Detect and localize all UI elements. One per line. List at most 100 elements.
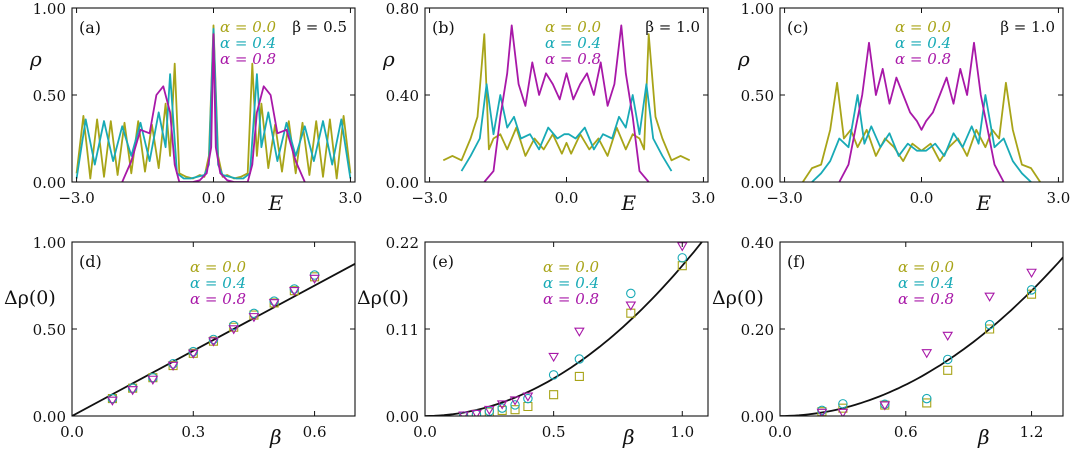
data-point-f-2-1 — [837, 408, 849, 416]
x-axis-label-a: E — [267, 191, 283, 215]
data-point-e-2-6 — [548, 352, 559, 363]
legend-a: α = 0.0α = 0.4α = 0.8 — [220, 18, 277, 68]
data-point-d-2-1 — [127, 386, 138, 396]
data-point-d-2-8 — [268, 299, 280, 309]
data-point-f-1-5 — [984, 319, 995, 330]
data-point-d-2-6 — [228, 325, 240, 335]
data-point-f-0-5 — [985, 324, 995, 334]
legend-entry-f-0: α = 0.0 — [898, 258, 955, 276]
series-line-b-1 — [460, 83, 673, 172]
data-point-e-2-3 — [496, 400, 508, 410]
data-point-f-2-0 — [816, 408, 828, 416]
y-axis-label-e: Δρ(0) — [357, 287, 409, 309]
data-point-e-0-4 — [510, 405, 520, 415]
data-point-e-1-4 — [510, 400, 520, 410]
data-point-d-0-7 — [249, 310, 259, 320]
x-tick-label-a-0: −3.0 — [58, 189, 94, 207]
data-point-e-1-8 — [626, 288, 636, 299]
data-point-f-1-4 — [942, 354, 953, 365]
series-line-b-2 — [483, 24, 650, 182]
y-tick-label-a-0: 0.00 — [33, 174, 66, 192]
data-point-e-0-8 — [626, 308, 636, 318]
x-tick-label-e-2: 1.0 — [670, 423, 694, 441]
data-point-d-2-0 — [107, 396, 118, 406]
x-tick-label-f-2: 1.2 — [1020, 423, 1044, 441]
y-tick-label-b-2: 0.80 — [386, 0, 419, 18]
legend-f: α = 0.0α = 0.4α = 0.8 — [898, 258, 955, 308]
data-point-e-2-4 — [509, 396, 521, 406]
y-tick-label-b-0: 0.00 — [386, 174, 419, 192]
panel-tag-b: (b) — [432, 18, 455, 37]
data-point-f-0-6 — [1027, 289, 1037, 299]
legend-entry-f-1: α = 0.4 — [898, 274, 954, 292]
data-point-d-1-5 — [208, 334, 219, 345]
param-label-c: β = 1.0 — [1000, 18, 1055, 36]
panel-b: −3.0 0.0 3.0 0.00 0.40 0.80 Eρ (b) β = 1.0 α = 0.… — [382, 0, 715, 215]
panel-tag-e: (e) — [432, 252, 454, 271]
data-point-f-2-6 — [1026, 268, 1037, 278]
legend-entry-f-2: α = 0.8 — [898, 290, 954, 308]
y-axis-label-b: ρ — [382, 47, 395, 71]
data-point-d-2-5 — [208, 337, 219, 347]
plot-area-f — [780, 256, 1063, 416]
y-tick-label-e-2: 0.22 — [386, 234, 419, 252]
y-tick-label-b-1: 0.40 — [386, 87, 419, 105]
legend-entry-e-1: α = 0.4 — [543, 274, 599, 292]
x-tick-label-e-1: 0.5 — [542, 423, 566, 441]
panel-tag-f: (f) — [787, 252, 805, 271]
legend-entry-d-0: α = 0.0 — [190, 258, 247, 276]
plot-area-e — [425, 242, 704, 416]
series-line-c-2 — [838, 41, 1005, 182]
legend-e: α = 0.0α = 0.4α = 0.8 — [543, 258, 600, 308]
data-point-f-0-3 — [922, 398, 932, 408]
x-tick-label-d-0: 0.0 — [60, 423, 84, 441]
data-point-e-1-7 — [574, 354, 585, 364]
data-point-e-2-1 — [471, 409, 482, 416]
legend-entry-b-0: α = 0.0 — [545, 18, 602, 36]
y-tick-label-d-0: 0.00 — [33, 408, 66, 426]
data-point-e-1-9 — [677, 253, 688, 263]
x-tick-label-f-0: 0.0 — [768, 423, 792, 441]
data-point-f-2-2 — [879, 401, 891, 411]
data-point-d-2-10 — [309, 274, 320, 285]
legend-entry-e-2: α = 0.8 — [543, 290, 599, 308]
y-tick-label-f-0: 0.00 — [741, 408, 774, 426]
legend-entry-c-0: α = 0.0 — [895, 18, 952, 36]
y-axis-label-f: Δρ(0) — [712, 287, 764, 309]
x-tick-label-d-1: 0.3 — [181, 423, 205, 441]
data-point-e-2-5 — [522, 392, 534, 402]
y-tick-label-a-2: 1.00 — [33, 0, 66, 18]
legend-entry-c-1: α = 0.4 — [895, 34, 951, 52]
x-axis-label-d: β — [269, 425, 282, 449]
x-tick-label-d-2: 0.6 — [303, 423, 327, 441]
data-point-f-2-3 — [921, 349, 933, 359]
data-point-d-1-1 — [127, 383, 138, 393]
data-point-d-2-3 — [167, 361, 179, 372]
x-tick-label-c-1: 0.0 — [910, 189, 934, 207]
y-axis-label-c: ρ — [737, 47, 750, 71]
x-tick-label-a-1: 0.0 — [202, 189, 226, 207]
data-point-f-1-6 — [1026, 285, 1037, 295]
x-tick-label-b-2: 3.0 — [692, 189, 716, 207]
y-axis-label-a: ρ — [29, 47, 42, 71]
y-tick-label-c-0: 0.00 — [741, 174, 774, 192]
data-point-d-0-8 — [269, 298, 279, 308]
series-line-c-0 — [802, 81, 1041, 182]
data-point-d-0-9 — [289, 286, 299, 296]
legend-entry-e-0: α = 0.0 — [543, 258, 600, 276]
y-axis-label-d: Δρ(0) — [4, 287, 56, 309]
series-line-b-0 — [442, 33, 691, 162]
legend-entry-a-0: α = 0.0 — [220, 18, 277, 36]
data-point-f-0-4 — [943, 365, 953, 375]
x-tick-label-c-0: −3.0 — [766, 189, 802, 207]
plot-area-b — [442, 24, 691, 182]
data-point-d-2-4 — [187, 349, 199, 359]
series-line-a-2 — [121, 33, 306, 182]
x-axis-label-f: β — [977, 425, 990, 449]
data-point-f-2-5 — [984, 292, 995, 302]
x-tick-label-a-2: 3.0 — [339, 189, 363, 207]
series-line-c-1 — [811, 94, 1032, 182]
